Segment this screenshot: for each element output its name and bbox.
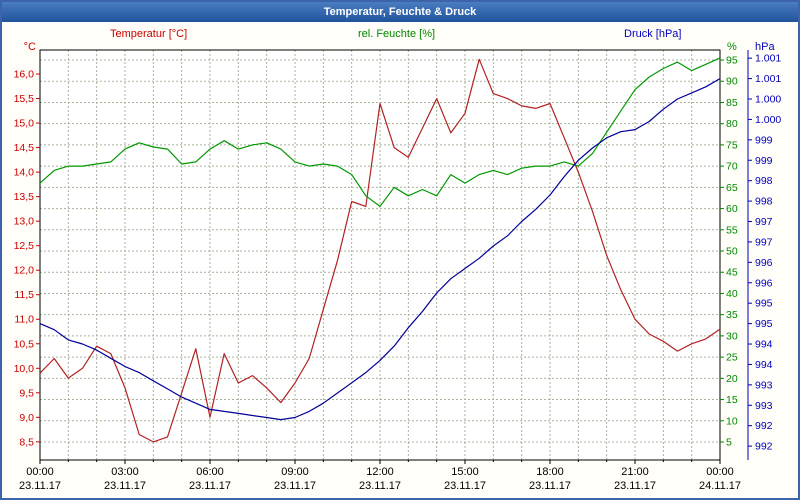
svg-text:996: 996	[755, 277, 773, 289]
svg-text:00:00: 00:00	[706, 466, 734, 478]
svg-text:15:00: 15:00	[451, 466, 479, 478]
svg-text:23.11.17: 23.11.17	[614, 480, 656, 492]
svg-text:13,0: 13,0	[14, 216, 35, 228]
svg-text:10: 10	[726, 415, 738, 427]
svg-text:75: 75	[726, 139, 738, 151]
svg-text:06:00: 06:00	[196, 466, 224, 478]
svg-text:997: 997	[755, 216, 773, 228]
axis-unit-hpa: hPa	[755, 41, 775, 53]
svg-text:14,5: 14,5	[14, 142, 35, 154]
series-line-humidity	[39, 57, 721, 207]
svg-text:90: 90	[726, 76, 738, 88]
svg-text:24.11.17: 24.11.17	[699, 480, 741, 492]
svg-text:15,0: 15,0	[14, 118, 35, 130]
svg-text:23.11.17: 23.11.17	[19, 480, 61, 492]
svg-text:70: 70	[726, 161, 738, 173]
svg-text:9,0: 9,0	[19, 412, 34, 424]
svg-text:16,0: 16,0	[14, 69, 35, 81]
legend-pressure-label: Druck [hPa]	[624, 28, 682, 40]
svg-text:35: 35	[726, 309, 738, 321]
svg-text:998: 998	[755, 196, 773, 208]
svg-text:14,0: 14,0	[14, 167, 35, 179]
svg-text:23.11.17: 23.11.17	[359, 480, 401, 492]
svg-text:85: 85	[726, 97, 738, 109]
svg-text:8,5: 8,5	[19, 436, 34, 448]
svg-text:15: 15	[726, 394, 738, 406]
svg-text:13,5: 13,5	[14, 191, 35, 203]
svg-text:60: 60	[726, 203, 738, 215]
svg-text:00:00: 00:00	[26, 466, 54, 478]
svg-text:12,5: 12,5	[14, 240, 35, 252]
svg-text:30: 30	[726, 330, 738, 342]
svg-text:20: 20	[726, 373, 738, 385]
svg-text:21:00: 21:00	[621, 466, 649, 478]
svg-text:18:00: 18:00	[536, 466, 564, 478]
svg-text:9,5: 9,5	[19, 387, 34, 399]
svg-text:95: 95	[726, 55, 738, 67]
svg-text:23.11.17: 23.11.17	[529, 480, 571, 492]
svg-text:50: 50	[726, 246, 738, 258]
svg-text:992: 992	[755, 420, 773, 432]
svg-text:10,0: 10,0	[14, 363, 35, 375]
legend-humidity-label: rel. Feuchte [%]	[358, 28, 436, 40]
svg-text:23.11.17: 23.11.17	[104, 480, 146, 492]
svg-text:23.11.17: 23.11.17	[189, 480, 231, 492]
svg-text:23.11.17: 23.11.17	[444, 480, 486, 492]
window-title: Temperatur, Feuchte & Druck	[323, 6, 477, 18]
svg-text:994: 994	[755, 339, 773, 351]
svg-text:40: 40	[726, 288, 738, 300]
svg-text:992: 992	[755, 441, 773, 453]
svg-text:25: 25	[726, 352, 738, 364]
svg-text:995: 995	[755, 298, 773, 310]
svg-text:994: 994	[755, 359, 773, 371]
svg-text:993: 993	[755, 400, 773, 412]
axis-unit-celsius: °C	[23, 41, 36, 53]
svg-text:65: 65	[726, 182, 738, 194]
svg-text:1.001: 1.001	[755, 53, 781, 65]
svg-text:55: 55	[726, 224, 738, 236]
svg-text:11,0: 11,0	[14, 314, 34, 326]
svg-text:993: 993	[755, 379, 773, 391]
svg-text:1.000: 1.000	[755, 114, 781, 126]
svg-text:1.000: 1.000	[755, 94, 781, 106]
series-line-pressure	[39, 78, 721, 421]
window-titlebar: Temperatur, Feuchte & Druck	[2, 2, 798, 22]
svg-text:03:00: 03:00	[111, 466, 139, 478]
svg-text:10,5: 10,5	[14, 338, 35, 350]
svg-text:999: 999	[755, 155, 773, 167]
svg-text:45: 45	[726, 267, 738, 279]
svg-text:995: 995	[755, 318, 773, 330]
svg-text:5: 5	[726, 437, 732, 449]
legend-temperature-label: Temperatur [°C]	[110, 28, 188, 40]
svg-text:1.001: 1.001	[755, 73, 781, 85]
svg-text:998: 998	[755, 175, 773, 187]
svg-text:12,0: 12,0	[14, 265, 35, 277]
svg-text:997: 997	[755, 236, 773, 248]
svg-text:09:00: 09:00	[281, 466, 309, 478]
svg-text:999: 999	[755, 134, 773, 146]
series-line-temperature	[39, 58, 721, 443]
svg-text:80: 80	[726, 118, 738, 130]
svg-text:15,5: 15,5	[14, 93, 35, 105]
svg-text:23.11.17: 23.11.17	[274, 480, 316, 492]
svg-text:11,5: 11,5	[14, 289, 34, 301]
svg-text:996: 996	[755, 257, 773, 269]
svg-text:12:00: 12:00	[366, 466, 394, 478]
axis-unit-percent: %	[727, 41, 737, 53]
